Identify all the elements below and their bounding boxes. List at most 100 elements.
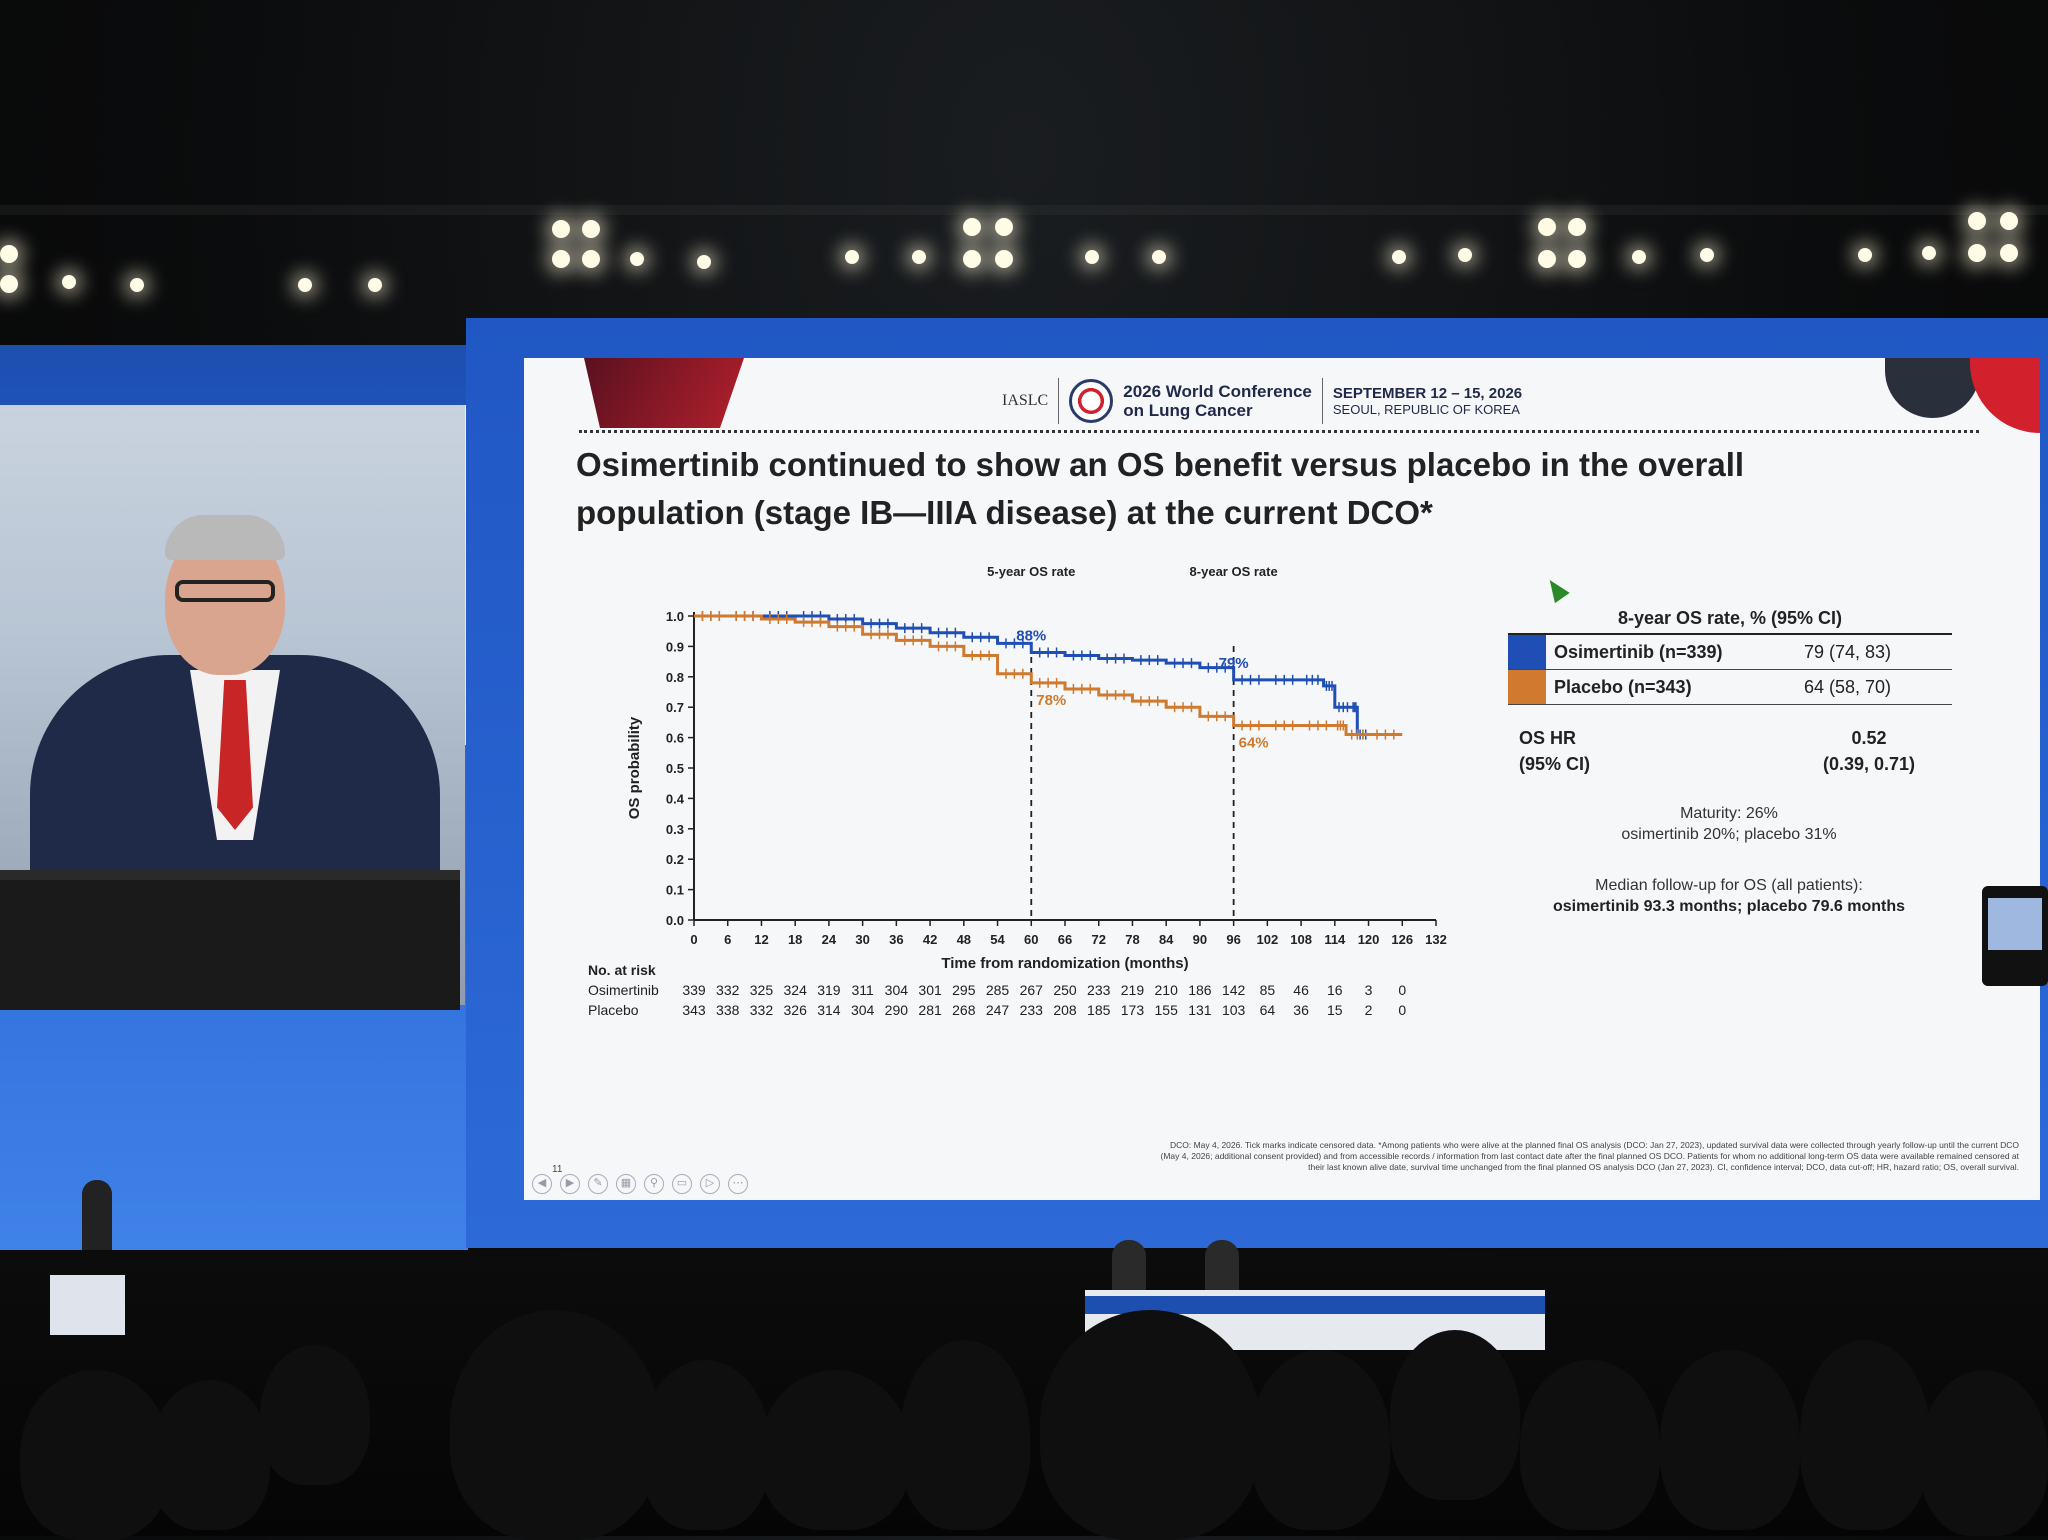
next-slide-icon[interactable]: ▶	[560, 1174, 580, 1194]
placebo-swatch	[1508, 670, 1546, 704]
camera-monitor	[1988, 898, 2042, 950]
x-tick-label: 12	[754, 932, 768, 947]
risk-cell: 131	[1188, 1002, 1212, 1018]
risk-cell: 85	[1260, 982, 1276, 998]
y-tick-label: 0.4	[666, 791, 685, 806]
risk-cell: 311	[851, 982, 874, 998]
os-rate-table: 8-year OS rate, % (95% CI) Osimertinib (…	[1508, 608, 1952, 705]
stage-light	[1922, 246, 1936, 260]
km-curve-placebo	[694, 614, 1403, 737]
conference-seal-icon	[1069, 378, 1114, 423]
x-axis-label: Time from randomization (months)	[941, 955, 1188, 972]
risk-cell: 268	[952, 1002, 976, 1018]
slides-grid-icon[interactable]: ▦	[616, 1174, 636, 1194]
podium	[0, 880, 460, 1010]
y-tick-label: 0.0	[666, 913, 684, 928]
zoom-icon[interactable]: ⚲	[644, 1174, 664, 1194]
side-video-screen	[0, 345, 468, 1250]
os-rate-row-value: 64 (58, 70)	[1804, 676, 1892, 697]
risk-cell: 15	[1327, 1002, 1343, 1018]
risk-cell: 304	[851, 1002, 875, 1018]
risk-cell: 250	[1053, 982, 1077, 998]
risk-row-label: Osimertinib	[588, 982, 659, 998]
stage-light	[2000, 244, 2018, 262]
stage-light	[130, 278, 144, 292]
conference-dates: SEPTEMBER 12 – 15, 2026	[1332, 384, 1523, 402]
stage-light	[697, 255, 711, 269]
maturity-detail: osimertinib 20%; placebo 31%	[1621, 826, 1837, 843]
risk-cell: 343	[682, 1002, 706, 1018]
risk-cell: 319	[817, 982, 841, 998]
risk-cell: 185	[1087, 1002, 1111, 1018]
stage-light	[1152, 250, 1166, 264]
speaker-tie	[217, 680, 253, 830]
audience-head	[1520, 1360, 1660, 1530]
stage-light	[2000, 212, 2018, 230]
audience-head	[450, 1310, 660, 1540]
stage-light	[1392, 250, 1406, 264]
y-tick-label: 1.0	[666, 609, 684, 624]
x-tick-label: 6	[724, 932, 731, 947]
stage-light	[0, 275, 18, 293]
stage-light	[0, 245, 18, 263]
x-tick-label: 102	[1257, 932, 1279, 947]
slide-title-line1: Osimertinib continued to show an OS bene…	[576, 446, 1745, 483]
lighting-truss	[0, 205, 2048, 215]
risk-cell: 208	[1053, 1002, 1077, 1018]
pen-icon[interactable]: ✎	[588, 1174, 608, 1194]
x-tick-label: 126	[1391, 932, 1413, 947]
risk-cell: 3	[1365, 982, 1373, 998]
risk-cell: 36	[1293, 1002, 1309, 1018]
risk-cell: 173	[1121, 1002, 1145, 1018]
stage-light	[963, 218, 981, 236]
risk-cell: 281	[918, 1002, 942, 1018]
risk-row-label: Placebo	[588, 1002, 639, 1018]
audience-head	[1390, 1330, 1520, 1500]
stage-light	[1968, 212, 1986, 230]
subtitles-icon[interactable]: ▭	[672, 1174, 692, 1194]
audience-head	[1250, 1350, 1390, 1530]
speaker-hair	[165, 515, 285, 560]
annotation-64-percent: 64%	[1239, 734, 1269, 751]
x-tick-label: 0	[690, 932, 697, 947]
slide-title: Osimertinib continued to show an OS bene…	[576, 441, 1996, 537]
x-tick-label: 120	[1358, 932, 1380, 947]
x-tick-label: 84	[1159, 932, 1174, 947]
risk-cell: 314	[817, 1002, 841, 1018]
risk-cell: 0	[1398, 1002, 1406, 1018]
stage-light	[1632, 250, 1646, 264]
risk-cell: 324	[784, 982, 808, 998]
audience-head	[640, 1360, 770, 1530]
risk-cell: 46	[1293, 982, 1309, 998]
risk-cell: 2	[1365, 1002, 1373, 1018]
previous-slide-icon[interactable]: ◀	[532, 1174, 552, 1194]
x-tick-label: 66	[1058, 932, 1072, 947]
audience-head	[760, 1370, 910, 1530]
os-rate-row-name: Placebo (n=343)	[1554, 676, 1692, 697]
x-tick-label: 72	[1091, 932, 1105, 947]
camera-icon[interactable]: ▷	[700, 1174, 720, 1194]
conference-title-line2: on Lung Cancer	[1123, 400, 1253, 420]
slideshow-controls[interactable]: ◀ ▶ ✎ ▦ ⚲ ▭ ▷ ⋯	[532, 1174, 748, 1194]
slide-page-number: 11	[552, 1164, 563, 1175]
stage-light	[912, 250, 926, 264]
more-options-icon[interactable]: ⋯	[728, 1174, 748, 1194]
audience-head	[20, 1370, 170, 1540]
stage-light	[1538, 250, 1556, 268]
stage-light	[582, 250, 600, 268]
x-tick-label: 132	[1425, 932, 1447, 947]
stage-light	[1858, 248, 1872, 262]
conference-header: IASLC 2026 World Conference on Lung Canc…	[1002, 373, 1522, 428]
audience-head	[900, 1340, 1030, 1530]
y-tick-label: 0.8	[666, 670, 684, 685]
audience-head	[260, 1345, 370, 1485]
x-tick-label: 30	[855, 932, 869, 947]
audience-head	[1660, 1350, 1800, 1530]
side-lectern	[50, 1275, 125, 1335]
stage-light	[1968, 244, 1986, 262]
panel-table-banner	[1085, 1296, 1545, 1314]
x-tick-label: 108	[1290, 932, 1312, 947]
risk-table-heading: No. at risk	[588, 962, 656, 978]
stage-light	[995, 250, 1013, 268]
risk-cell: 155	[1155, 1002, 1179, 1018]
